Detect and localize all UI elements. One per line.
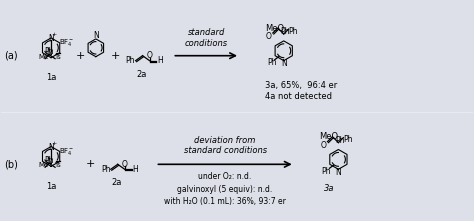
- Text: Ph: Ph: [343, 135, 353, 144]
- Text: H: H: [133, 165, 138, 174]
- Text: deviation from
standard conditions: deviation from standard conditions: [183, 136, 267, 155]
- Text: +: +: [52, 141, 57, 146]
- Text: 1a: 1a: [46, 73, 56, 82]
- Text: (a): (a): [4, 51, 18, 61]
- Text: Ph: Ph: [101, 165, 110, 174]
- Text: Ph: Ph: [289, 27, 298, 36]
- Text: standard
conditions: standard conditions: [184, 28, 228, 48]
- Text: Me: Me: [38, 162, 48, 168]
- Text: 1a: 1a: [46, 182, 56, 191]
- Text: N: N: [48, 34, 54, 43]
- Text: Ph: Ph: [336, 136, 345, 145]
- Text: Ph: Ph: [322, 167, 331, 176]
- Text: N: N: [46, 157, 52, 166]
- Text: Ts: Ts: [54, 54, 61, 60]
- Text: +: +: [86, 159, 96, 169]
- Text: O: O: [122, 160, 128, 169]
- Text: N: N: [48, 143, 54, 152]
- Text: +: +: [76, 51, 86, 61]
- Text: Me: Me: [38, 54, 48, 60]
- Text: H: H: [157, 56, 163, 65]
- Text: Ph: Ph: [126, 56, 135, 65]
- Text: O: O: [266, 32, 272, 41]
- Text: N: N: [46, 48, 52, 57]
- Text: $\mathregular{BF_4^-}$: $\mathregular{BF_4^-}$: [59, 146, 74, 157]
- Text: (b): (b): [4, 159, 18, 169]
- Text: N: N: [281, 59, 287, 68]
- Text: 3a: 3a: [324, 184, 335, 193]
- Text: Ph: Ph: [44, 47, 54, 56]
- Text: 3a, 65%,  96:4 er
4a not detected: 3a, 65%, 96:4 er 4a not detected: [265, 81, 337, 101]
- Text: O: O: [146, 51, 153, 60]
- Text: +: +: [111, 51, 120, 61]
- Text: 2a: 2a: [137, 70, 147, 78]
- Text: +: +: [52, 32, 57, 38]
- Text: N: N: [336, 168, 341, 177]
- Text: under O₂: n.d.
galvinoxyl (5 equiv): n.d.
with H₂O (0.1 mL): 36%, 93:7 er: under O₂: n.d. galvinoxyl (5 equiv): n.d…: [164, 172, 286, 206]
- Text: Ts: Ts: [54, 162, 61, 168]
- Text: Ph: Ph: [281, 27, 290, 36]
- Text: 2a: 2a: [111, 178, 122, 187]
- Text: $\mathregular{BF_4^-}$: $\mathregular{BF_4^-}$: [59, 37, 74, 48]
- Text: N: N: [93, 31, 99, 40]
- Text: MeO: MeO: [265, 24, 284, 32]
- Text: Ph: Ph: [267, 58, 276, 67]
- Text: O: O: [320, 141, 327, 150]
- Text: Ph: Ph: [44, 156, 54, 165]
- Text: MeO: MeO: [319, 132, 338, 141]
